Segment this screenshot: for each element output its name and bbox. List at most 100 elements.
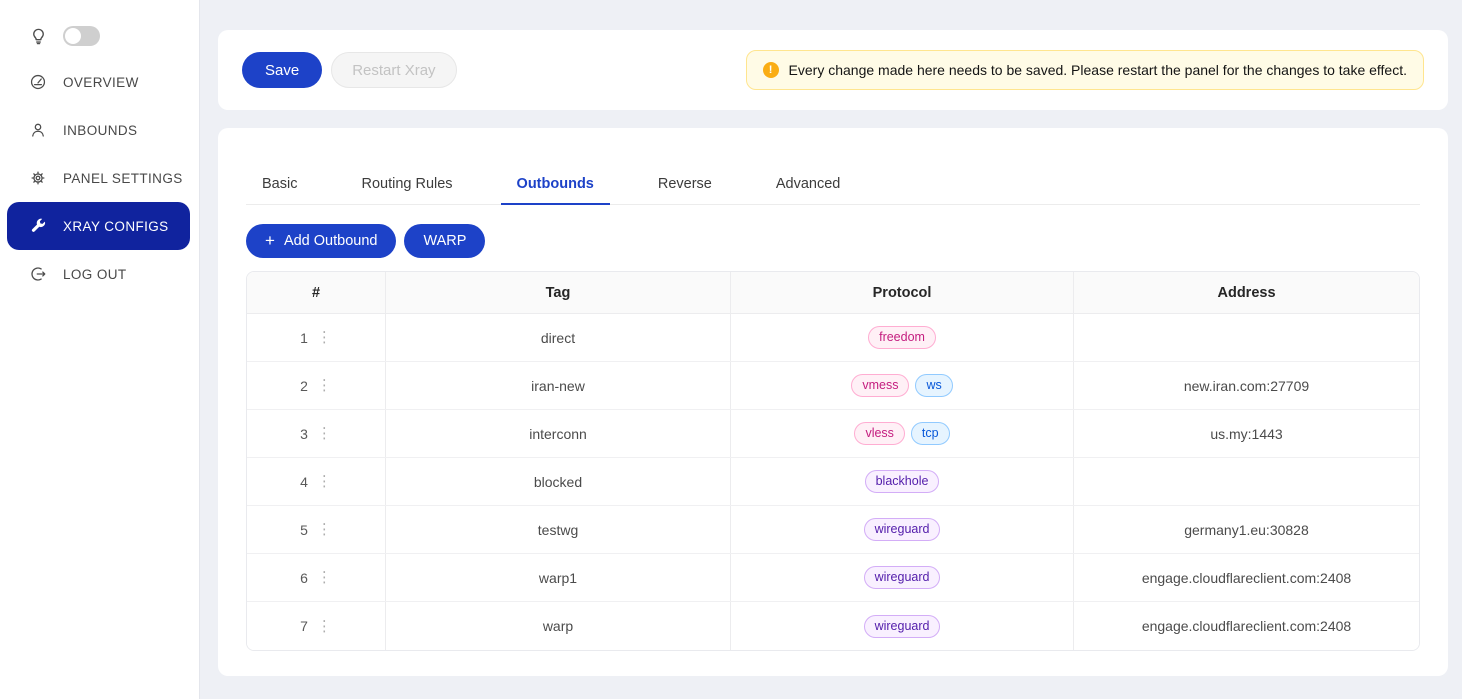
row-index: 7 xyxy=(300,618,308,634)
protocol-badges: wireguard xyxy=(863,614,941,638)
outbound-protocol-cell: wireguard xyxy=(731,602,1075,650)
sidebar-item-xray-configs[interactable]: XRAY CONFIGS xyxy=(7,202,190,250)
protocol-badge: vmess xyxy=(851,374,910,397)
outbound-tag: blocked xyxy=(386,458,732,505)
row-actions-menu-icon[interactable]: ⋮ xyxy=(316,425,332,442)
logout-icon xyxy=(31,267,46,281)
outbound-tag: warp xyxy=(386,602,732,650)
column-header-tag: Tag xyxy=(386,272,732,313)
protocol-badge: ws xyxy=(915,374,953,397)
column-header-address: Address xyxy=(1217,284,1276,301)
outbound-protocol-cell: blackhole xyxy=(731,458,1075,505)
table-header: # Tag Protocol Address xyxy=(247,272,1419,314)
outbound-address xyxy=(1074,458,1419,505)
tab-advanced[interactable]: Advanced xyxy=(775,176,841,192)
sidebar-item-label: XRAY CONFIGS xyxy=(63,218,169,234)
restart-xray-button[interactable]: Restart Xray xyxy=(331,52,457,88)
main-content: Save Restart Xray ! Every change made he… xyxy=(200,0,1462,699)
add-outbound-label: Add Outbound xyxy=(283,233,378,249)
protocol-badges: blackhole xyxy=(864,470,940,493)
outbound-address: germany1.eu:30828 xyxy=(1184,521,1309,538)
table-row: 6 ⋮ warp1 wireguard engage.cloudflarecli… xyxy=(247,554,1419,602)
row-index: 3 xyxy=(300,425,308,442)
gear-icon xyxy=(31,171,45,185)
sidebar-item-log-out[interactable]: LOG OUT xyxy=(0,250,199,298)
outbounds-table: # Tag Protocol Address 1 ⋮ direct freedo… xyxy=(246,271,1420,651)
table-row: 3 ⋮ interconn vless tcp us.my:1443 xyxy=(247,410,1419,458)
outbound-protocol-cell: vmess ws xyxy=(731,362,1075,409)
outbound-protocol-cell: vless tcp xyxy=(731,410,1075,457)
outbound-tag: iran-new xyxy=(386,362,732,409)
row-actions-menu-icon[interactable]: ⋮ xyxy=(316,473,332,490)
table-body: 1 ⋮ direct freedom 2 ⋮ iran-new vmess ws … xyxy=(247,314,1419,650)
outbound-protocol-cell: wireguard xyxy=(731,506,1075,553)
column-header-protocol: Protocol xyxy=(731,272,1075,313)
row-index-cell: 1 ⋮ xyxy=(247,314,386,361)
row-index-cell: 6 ⋮ xyxy=(247,554,386,601)
xray-settings-card: Basic Routing Rules Outbounds Reverse Ad… xyxy=(218,128,1448,676)
row-actions-menu-icon[interactable]: ⋮ xyxy=(316,377,332,394)
row-index: 5 xyxy=(300,521,308,538)
protocol-badges: vless tcp xyxy=(854,422,950,445)
plus-icon: + xyxy=(265,230,275,250)
outbound-actions: + Add Outbound WARP xyxy=(246,224,1420,258)
add-outbound-button[interactable]: + Add Outbound xyxy=(246,224,397,258)
tab-routing-rules[interactable]: Routing Rules xyxy=(361,176,453,192)
warning-icon: ! xyxy=(762,62,779,78)
theme-toggle[interactable] xyxy=(63,26,100,46)
outbound-protocol-cell: wireguard xyxy=(731,554,1075,601)
warp-button[interactable]: WARP xyxy=(404,224,486,258)
protocol-badge: vless xyxy=(854,422,905,445)
sidebar-item-label: LOG OUT xyxy=(63,266,127,282)
row-index-cell: 5 ⋮ xyxy=(247,506,386,553)
row-index: 6 xyxy=(300,569,308,586)
protocol-badges: wireguard xyxy=(863,518,941,541)
row-index-cell: 2 ⋮ xyxy=(247,362,386,409)
row-index-cell: 3 ⋮ xyxy=(247,410,386,457)
table-row: 1 ⋮ direct freedom xyxy=(247,314,1419,362)
row-index: 1 xyxy=(300,329,308,346)
protocol-badges: wireguard xyxy=(863,566,941,589)
protocol-badge: tcp xyxy=(910,422,950,445)
protocol-badge: wireguard xyxy=(863,518,941,541)
light-bulb-icon xyxy=(33,28,44,44)
row-actions-menu-icon[interactable]: ⋮ xyxy=(316,521,332,538)
row-index-cell: 7 ⋮ xyxy=(247,602,386,650)
theme-switch-row xyxy=(0,18,199,54)
outbound-address: us.my:1443 xyxy=(1210,425,1283,442)
outbound-address: new.iran.com:27709 xyxy=(1183,377,1310,394)
table-row: 7 ⋮ warp wireguard engage.cloudflareclie… xyxy=(247,602,1419,650)
warning-alert-text: Every change made here needs to be saved… xyxy=(788,62,1407,78)
row-index: 4 xyxy=(300,473,308,490)
table-row: 2 ⋮ iran-new vmess ws new.iran.com:27709 xyxy=(247,362,1419,410)
dashboard-icon xyxy=(30,74,46,90)
protocol-badge: blackhole xyxy=(864,470,940,493)
outbound-tag: interconn xyxy=(386,410,732,457)
protocol-badge: freedom xyxy=(868,326,936,349)
row-index-cell: 4 ⋮ xyxy=(247,458,386,505)
row-actions-menu-icon[interactable]: ⋮ xyxy=(316,617,332,635)
table-row: 4 ⋮ blocked blackhole xyxy=(247,458,1419,506)
table-row: 5 ⋮ testwg wireguard germany1.eu:30828 xyxy=(247,506,1419,554)
row-actions-menu-icon[interactable]: ⋮ xyxy=(316,569,332,586)
outbound-tag: direct xyxy=(386,314,732,361)
outbound-address: engage.cloudflareclient.com:2408 xyxy=(1141,569,1352,586)
settings-tabs: Basic Routing Rules Outbounds Reverse Ad… xyxy=(246,154,1420,205)
save-button[interactable]: Save xyxy=(242,52,323,88)
user-icon xyxy=(32,123,44,137)
sidebar-item-label: PANEL SETTINGS xyxy=(63,170,183,186)
sidebar-item-label: INBOUNDS xyxy=(63,122,138,138)
sidebar-item-inbounds[interactable]: INBOUNDS xyxy=(0,106,199,154)
tab-basic[interactable]: Basic xyxy=(262,176,298,192)
outbound-address xyxy=(1074,314,1419,361)
tab-reverse[interactable]: Reverse xyxy=(657,176,712,192)
sidebar-item-panel-settings[interactable]: PANEL SETTINGS xyxy=(0,154,199,202)
sidebar-item-overview[interactable]: OVERVIEW xyxy=(0,58,199,106)
tab-outbounds[interactable]: Outbounds xyxy=(500,176,611,205)
row-actions-menu-icon[interactable]: ⋮ xyxy=(316,329,332,346)
protocol-badges: freedom xyxy=(868,326,936,349)
outbound-address: engage.cloudflareclient.com:2408 xyxy=(1141,618,1352,634)
protocol-badges: vmess ws xyxy=(851,374,953,397)
outbound-protocol-cell: freedom xyxy=(731,314,1075,361)
